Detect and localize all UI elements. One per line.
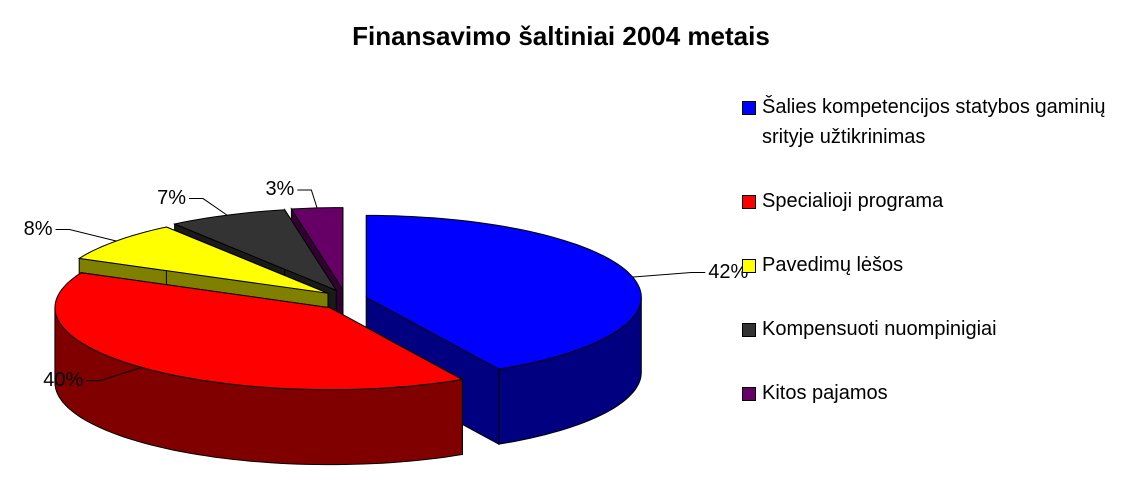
chart-title: Finansavimo šaltiniai 2004 metais (352, 21, 770, 51)
legend-swatch (742, 195, 756, 209)
legend-swatch (742, 387, 756, 401)
legend-label: Kitos pajamos (762, 382, 888, 404)
legend-swatch (742, 259, 756, 273)
data-label: 40% (43, 369, 83, 391)
data-label: 8% (24, 218, 53, 240)
data-label: 3% (265, 178, 294, 200)
data-label: 42% (708, 261, 748, 283)
leader-line (632, 272, 706, 278)
legend-swatch (742, 323, 756, 337)
leader-line (189, 198, 228, 216)
leader-line (55, 229, 117, 242)
legend: Šalies kompetencijos statybos gaminių sr… (742, 92, 1112, 442)
slice (77, 226, 329, 294)
legend-label: Pavedimų lėšos (762, 254, 904, 276)
slice (172, 209, 338, 292)
legend-label: Kompensuoti nuompinigiai (762, 318, 997, 340)
slice (54, 272, 464, 391)
leader-line (297, 189, 318, 209)
legend-swatch (742, 101, 756, 115)
legend-item: Šalies kompetencijos statybos gaminių sr… (742, 92, 1112, 152)
legend-item: Kitos pajamos (742, 378, 1112, 408)
legend-item: Kompensuoti nuompinigiai (742, 314, 1112, 344)
leader-line (86, 366, 142, 382)
legend-item: Pavedimų lėšos (742, 250, 1112, 280)
legend-label: Specialioji programa (762, 190, 944, 212)
legend-item: Specialioji programa (742, 186, 1112, 216)
data-label: 7% (157, 187, 186, 209)
legend-label: Šalies kompetencijos statybos gaminių sr… (762, 96, 1106, 148)
